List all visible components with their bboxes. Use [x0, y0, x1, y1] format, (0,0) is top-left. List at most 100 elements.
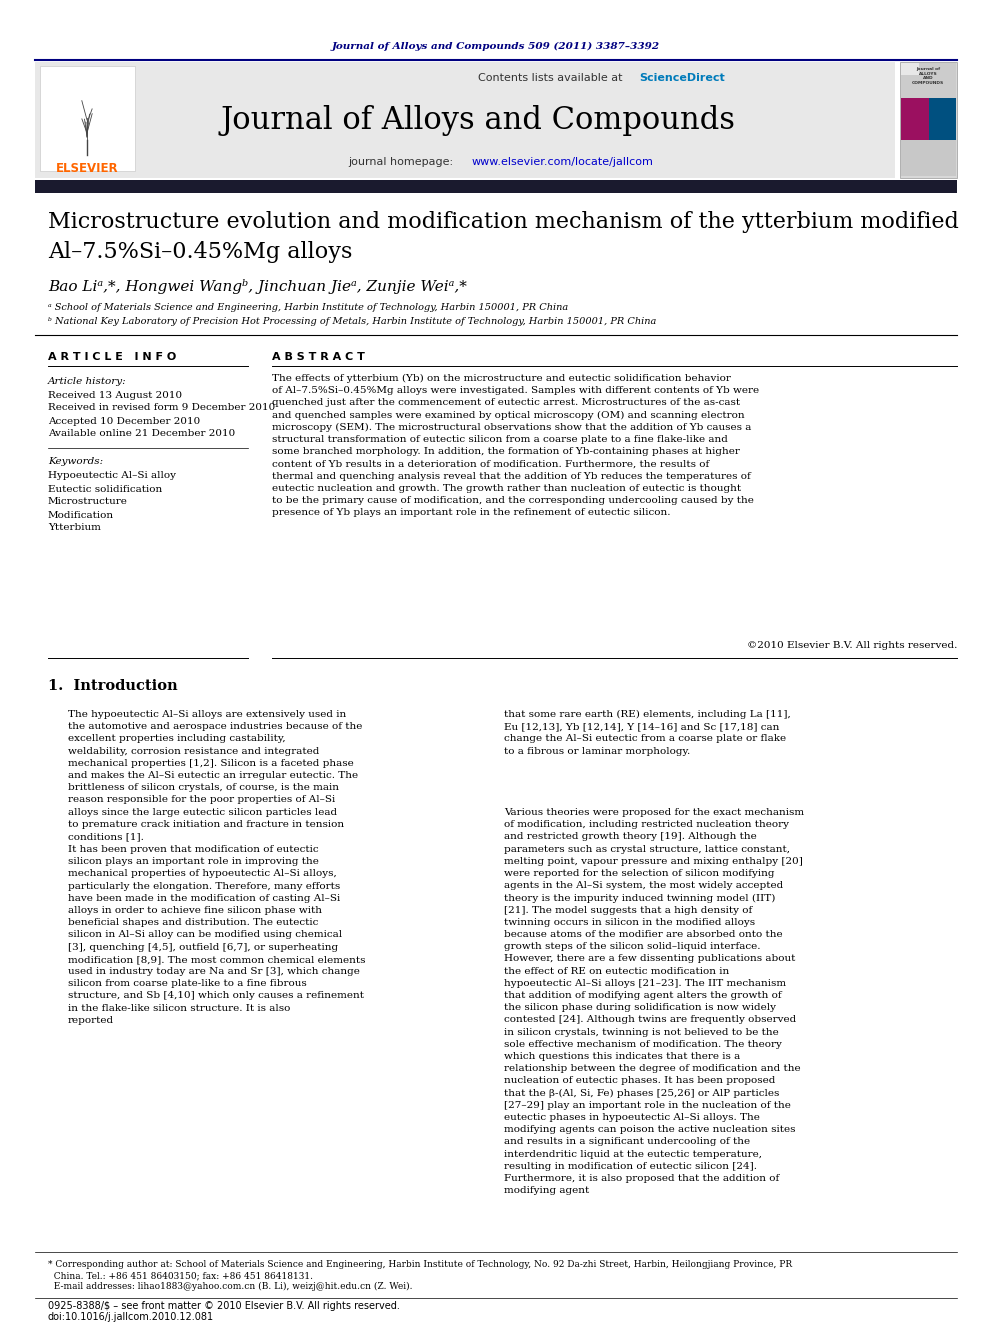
Text: that some rare earth (RE) elements, including La [11],: that some rare earth (RE) elements, incl… — [504, 710, 791, 720]
Text: nucleation of eutectic phases. It has been proposed: nucleation of eutectic phases. It has be… — [504, 1077, 776, 1085]
Text: Eutectic solidification: Eutectic solidification — [48, 484, 163, 493]
FancyBboxPatch shape — [901, 64, 956, 98]
FancyBboxPatch shape — [901, 140, 956, 176]
Text: The effects of ytterbium (Yb) on the microstructure and eutectic solidification : The effects of ytterbium (Yb) on the mic… — [272, 374, 731, 384]
Text: Eu [12,13], Yb [12,14], Y [14–16] and Sc [17,18] can: Eu [12,13], Yb [12,14], Y [14–16] and Sc… — [504, 722, 780, 732]
Text: some branched morphology. In addition, the formation of Yb-containing phases at : some branched morphology. In addition, t… — [272, 447, 740, 456]
Text: It has been proven that modification of eutectic: It has been proven that modification of … — [68, 845, 318, 855]
Text: Accepted 10 December 2010: Accepted 10 December 2010 — [48, 417, 200, 426]
Text: silicon in Al–Si alloy can be modified using chemical: silicon in Al–Si alloy can be modified u… — [68, 930, 342, 939]
Text: modifying agent: modifying agent — [504, 1187, 589, 1195]
Text: * Corresponding author at: School of Materials Science and Engineering, Harbin I: * Corresponding author at: School of Mat… — [48, 1259, 793, 1269]
Text: microscopy (SEM). The microstructural observations show that the addition of Yb : microscopy (SEM). The microstructural ob… — [272, 423, 751, 431]
Text: alloys in order to achieve fine silicon phase with: alloys in order to achieve fine silicon … — [68, 906, 322, 916]
Text: content of Yb results in a deterioration of modification. Furthermore, the resul: content of Yb results in a deterioration… — [272, 459, 709, 468]
Text: mechanical properties [1,2]. Silicon is a faceted phase: mechanical properties [1,2]. Silicon is … — [68, 759, 354, 767]
Text: www.elsevier.com/locate/jallcom: www.elsevier.com/locate/jallcom — [472, 157, 654, 167]
Text: have been made in the modification of casting Al–Si: have been made in the modification of ca… — [68, 894, 340, 902]
Text: interdendritic liquid at the eutectic temperature,: interdendritic liquid at the eutectic te… — [504, 1150, 762, 1159]
Text: A R T I C L E   I N F O: A R T I C L E I N F O — [48, 352, 177, 363]
Text: resulting in modification of eutectic silicon [24].: resulting in modification of eutectic si… — [504, 1162, 757, 1171]
Text: hypoeutectic Al–Si alloys [21–23]. The IIT mechanism: hypoeutectic Al–Si alloys [21–23]. The I… — [504, 979, 786, 988]
Text: sole effective mechanism of modification. The theory: sole effective mechanism of modification… — [504, 1040, 782, 1049]
FancyBboxPatch shape — [900, 62, 957, 179]
Text: alloys since the large eutectic silicon particles lead: alloys since the large eutectic silicon … — [68, 807, 337, 816]
FancyBboxPatch shape — [929, 98, 956, 140]
Text: weldability, corrosion resistance and integrated: weldability, corrosion resistance and in… — [68, 746, 319, 755]
Text: ©2010 Elsevier B.V. All rights reserved.: ©2010 Elsevier B.V. All rights reserved. — [747, 642, 957, 651]
Text: A B S T R A C T: A B S T R A C T — [272, 352, 365, 363]
Text: 0925-8388/$ – see front matter © 2010 Elsevier B.V. All rights reserved.: 0925-8388/$ – see front matter © 2010 El… — [48, 1301, 400, 1311]
Text: and quenched samples were examined by optical microscopy (OM) and scanning elect: and quenched samples were examined by op… — [272, 410, 745, 419]
Text: [21]. The model suggests that a high density of: [21]. The model suggests that a high den… — [504, 906, 752, 914]
Text: structure, and Sb [4,10] which only causes a refinement: structure, and Sb [4,10] which only caus… — [68, 991, 364, 1000]
Text: of modification, including restricted nucleation theory: of modification, including restricted nu… — [504, 820, 789, 830]
Text: Modification: Modification — [48, 511, 114, 520]
FancyBboxPatch shape — [35, 180, 957, 193]
Text: eutectic nucleation and growth. The growth rather than nucleation of eutectic is: eutectic nucleation and growth. The grow… — [272, 484, 741, 492]
Text: thermal and quenching analysis reveal that the addition of Yb reduces the temper: thermal and quenching analysis reveal th… — [272, 471, 751, 480]
Text: that addition of modifying agent alters the growth of: that addition of modifying agent alters … — [504, 991, 782, 1000]
Text: theory is the impurity induced twinning model (IIT): theory is the impurity induced twinning … — [504, 893, 776, 902]
Text: Journal of Alloys and Compounds 509 (2011) 3387–3392: Journal of Alloys and Compounds 509 (201… — [332, 41, 660, 50]
Text: 1.  Introduction: 1. Introduction — [48, 679, 178, 693]
Text: brittleness of silicon crystals, of course, is the main: brittleness of silicon crystals, of cour… — [68, 783, 339, 792]
Text: twinning occurs in silicon in the modified alloys: twinning occurs in silicon in the modifi… — [504, 918, 755, 927]
Text: The hypoeutectic Al–Si alloys are extensively used in: The hypoeutectic Al–Si alloys are extens… — [68, 710, 346, 718]
Text: ᵇ National Key Laboratory of Precision Hot Processing of Metals, Harbin Institut: ᵇ National Key Laboratory of Precision H… — [48, 316, 657, 325]
Text: Received in revised form 9 December 2010: Received in revised form 9 December 2010 — [48, 404, 275, 413]
Text: silicon from coarse plate-like to a fine fibrous: silicon from coarse plate-like to a fine… — [68, 979, 307, 988]
Text: Article history:: Article history: — [48, 377, 127, 385]
Text: and restricted growth theory [19]. Although the: and restricted growth theory [19]. Altho… — [504, 832, 757, 841]
Text: [3], quenching [4,5], outfield [6,7], or superheating: [3], quenching [4,5], outfield [6,7], or… — [68, 942, 338, 951]
Text: change the Al–Si eutectic from a coarse plate or flake: change the Al–Si eutectic from a coarse … — [504, 734, 786, 744]
Text: that the β-(Al, Si, Fe) phases [25,26] or AlP particles: that the β-(Al, Si, Fe) phases [25,26] o… — [504, 1089, 780, 1098]
Text: to premature crack initiation and fracture in tension: to premature crack initiation and fractu… — [68, 820, 344, 828]
Text: which questions this indicates that there is a: which questions this indicates that ther… — [504, 1052, 740, 1061]
Text: Received 13 August 2010: Received 13 August 2010 — [48, 390, 183, 400]
Text: of Al–7.5%Si–0.45%Mg alloys were investigated. Samples with different contents o: of Al–7.5%Si–0.45%Mg alloys were investi… — [272, 386, 759, 396]
Text: Contents lists available at: Contents lists available at — [478, 73, 626, 83]
Text: the automotive and aerospace industries because of the: the automotive and aerospace industries … — [68, 722, 362, 732]
Text: melting point, vapour pressure and mixing enthalpy [20]: melting point, vapour pressure and mixin… — [504, 857, 803, 865]
Text: doi:10.1016/j.jallcom.2010.12.081: doi:10.1016/j.jallcom.2010.12.081 — [48, 1312, 214, 1322]
Text: Hypoeutectic Al–Si alloy: Hypoeutectic Al–Si alloy — [48, 471, 176, 480]
Text: parameters such as crystal structure, lattice constant,: parameters such as crystal structure, la… — [504, 844, 790, 853]
Text: relationship between the degree of modification and the: relationship between the degree of modif… — [504, 1064, 801, 1073]
Text: Various theories were proposed for the exact mechanism: Various theories were proposed for the e… — [504, 808, 805, 818]
Text: structural transformation of eutectic silicon from a coarse plate to a fine flak: structural transformation of eutectic si… — [272, 435, 728, 445]
Text: beneficial shapes and distribution. The eutectic: beneficial shapes and distribution. The … — [68, 918, 318, 927]
Text: the silicon phase during solidification is now widely: the silicon phase during solidification … — [504, 1003, 776, 1012]
Text: modifying agents can poison the active nucleation sites: modifying agents can poison the active n… — [504, 1125, 796, 1134]
Text: ELSEVIER: ELSEVIER — [56, 161, 118, 175]
Text: presence of Yb plays an important role in the refinement of eutectic silicon.: presence of Yb plays an important role i… — [272, 508, 671, 517]
Text: and results in a significant undercooling of the: and results in a significant undercoolin… — [504, 1138, 750, 1147]
Text: mechanical properties of hypoeutectic Al–Si alloys,: mechanical properties of hypoeutectic Al… — [68, 869, 336, 878]
Text: Al–7.5%Si–0.45%Mg alloys: Al–7.5%Si–0.45%Mg alloys — [48, 241, 352, 263]
Text: Microstructure: Microstructure — [48, 497, 128, 507]
Text: to be the primary cause of modification, and the corresponding undercooling caus: to be the primary cause of modification,… — [272, 496, 754, 505]
Text: silicon plays an important role in improving the: silicon plays an important role in impro… — [68, 857, 318, 867]
Text: Journal of Alloys and Compounds: Journal of Alloys and Compounds — [220, 105, 735, 135]
Text: eutectic phases in hypoeutectic Al–Si alloys. The: eutectic phases in hypoeutectic Al–Si al… — [504, 1113, 760, 1122]
Text: China. Tel.: +86 451 86403150; fax: +86 451 86418131.: China. Tel.: +86 451 86403150; fax: +86 … — [48, 1271, 313, 1279]
Text: journal homepage:: journal homepage: — [348, 157, 456, 167]
Text: reported: reported — [68, 1016, 114, 1025]
Text: agents in the Al–Si system, the most widely accepted: agents in the Al–Si system, the most wid… — [504, 881, 784, 890]
Text: However, there are a few dissenting publications about: However, there are a few dissenting publ… — [504, 954, 796, 963]
Text: the effect of RE on eutectic modification in: the effect of RE on eutectic modificatio… — [504, 967, 729, 975]
Text: in the flake-like silicon structure. It is also: in the flake-like silicon structure. It … — [68, 1004, 291, 1012]
Text: Bao Liᵃ,*, Hongwei Wangᵇ, Jinchuan Jieᵃ, Zunjie Weiᵃ,*: Bao Liᵃ,*, Hongwei Wangᵇ, Jinchuan Jieᵃ,… — [48, 279, 467, 294]
Text: E-mail addresses: lihao1883@yahoo.com.cn (B. Li), weizj@hit.edu.cn (Z. Wei).: E-mail addresses: lihao1883@yahoo.com.cn… — [48, 1282, 413, 1291]
Text: quenched just after the commencement of eutectic arrest. Microstructures of the : quenched just after the commencement of … — [272, 398, 740, 407]
FancyBboxPatch shape — [901, 98, 956, 140]
FancyBboxPatch shape — [35, 62, 895, 179]
Text: reason responsible for the poor properties of Al–Si: reason responsible for the poor properti… — [68, 795, 335, 804]
Text: excellent properties including castability,: excellent properties including castabili… — [68, 734, 286, 744]
Text: used in industry today are Na and Sr [3], which change: used in industry today are Na and Sr [3]… — [68, 967, 360, 976]
Text: conditions [1].: conditions [1]. — [68, 832, 144, 841]
Text: to a fibrous or laminar morphology.: to a fibrous or laminar morphology. — [504, 746, 690, 755]
Text: Journal of
ALLOYS
AND
COMPOUNDS: Journal of ALLOYS AND COMPOUNDS — [912, 67, 944, 85]
FancyBboxPatch shape — [40, 66, 135, 171]
Text: Keywords:: Keywords: — [48, 458, 103, 467]
